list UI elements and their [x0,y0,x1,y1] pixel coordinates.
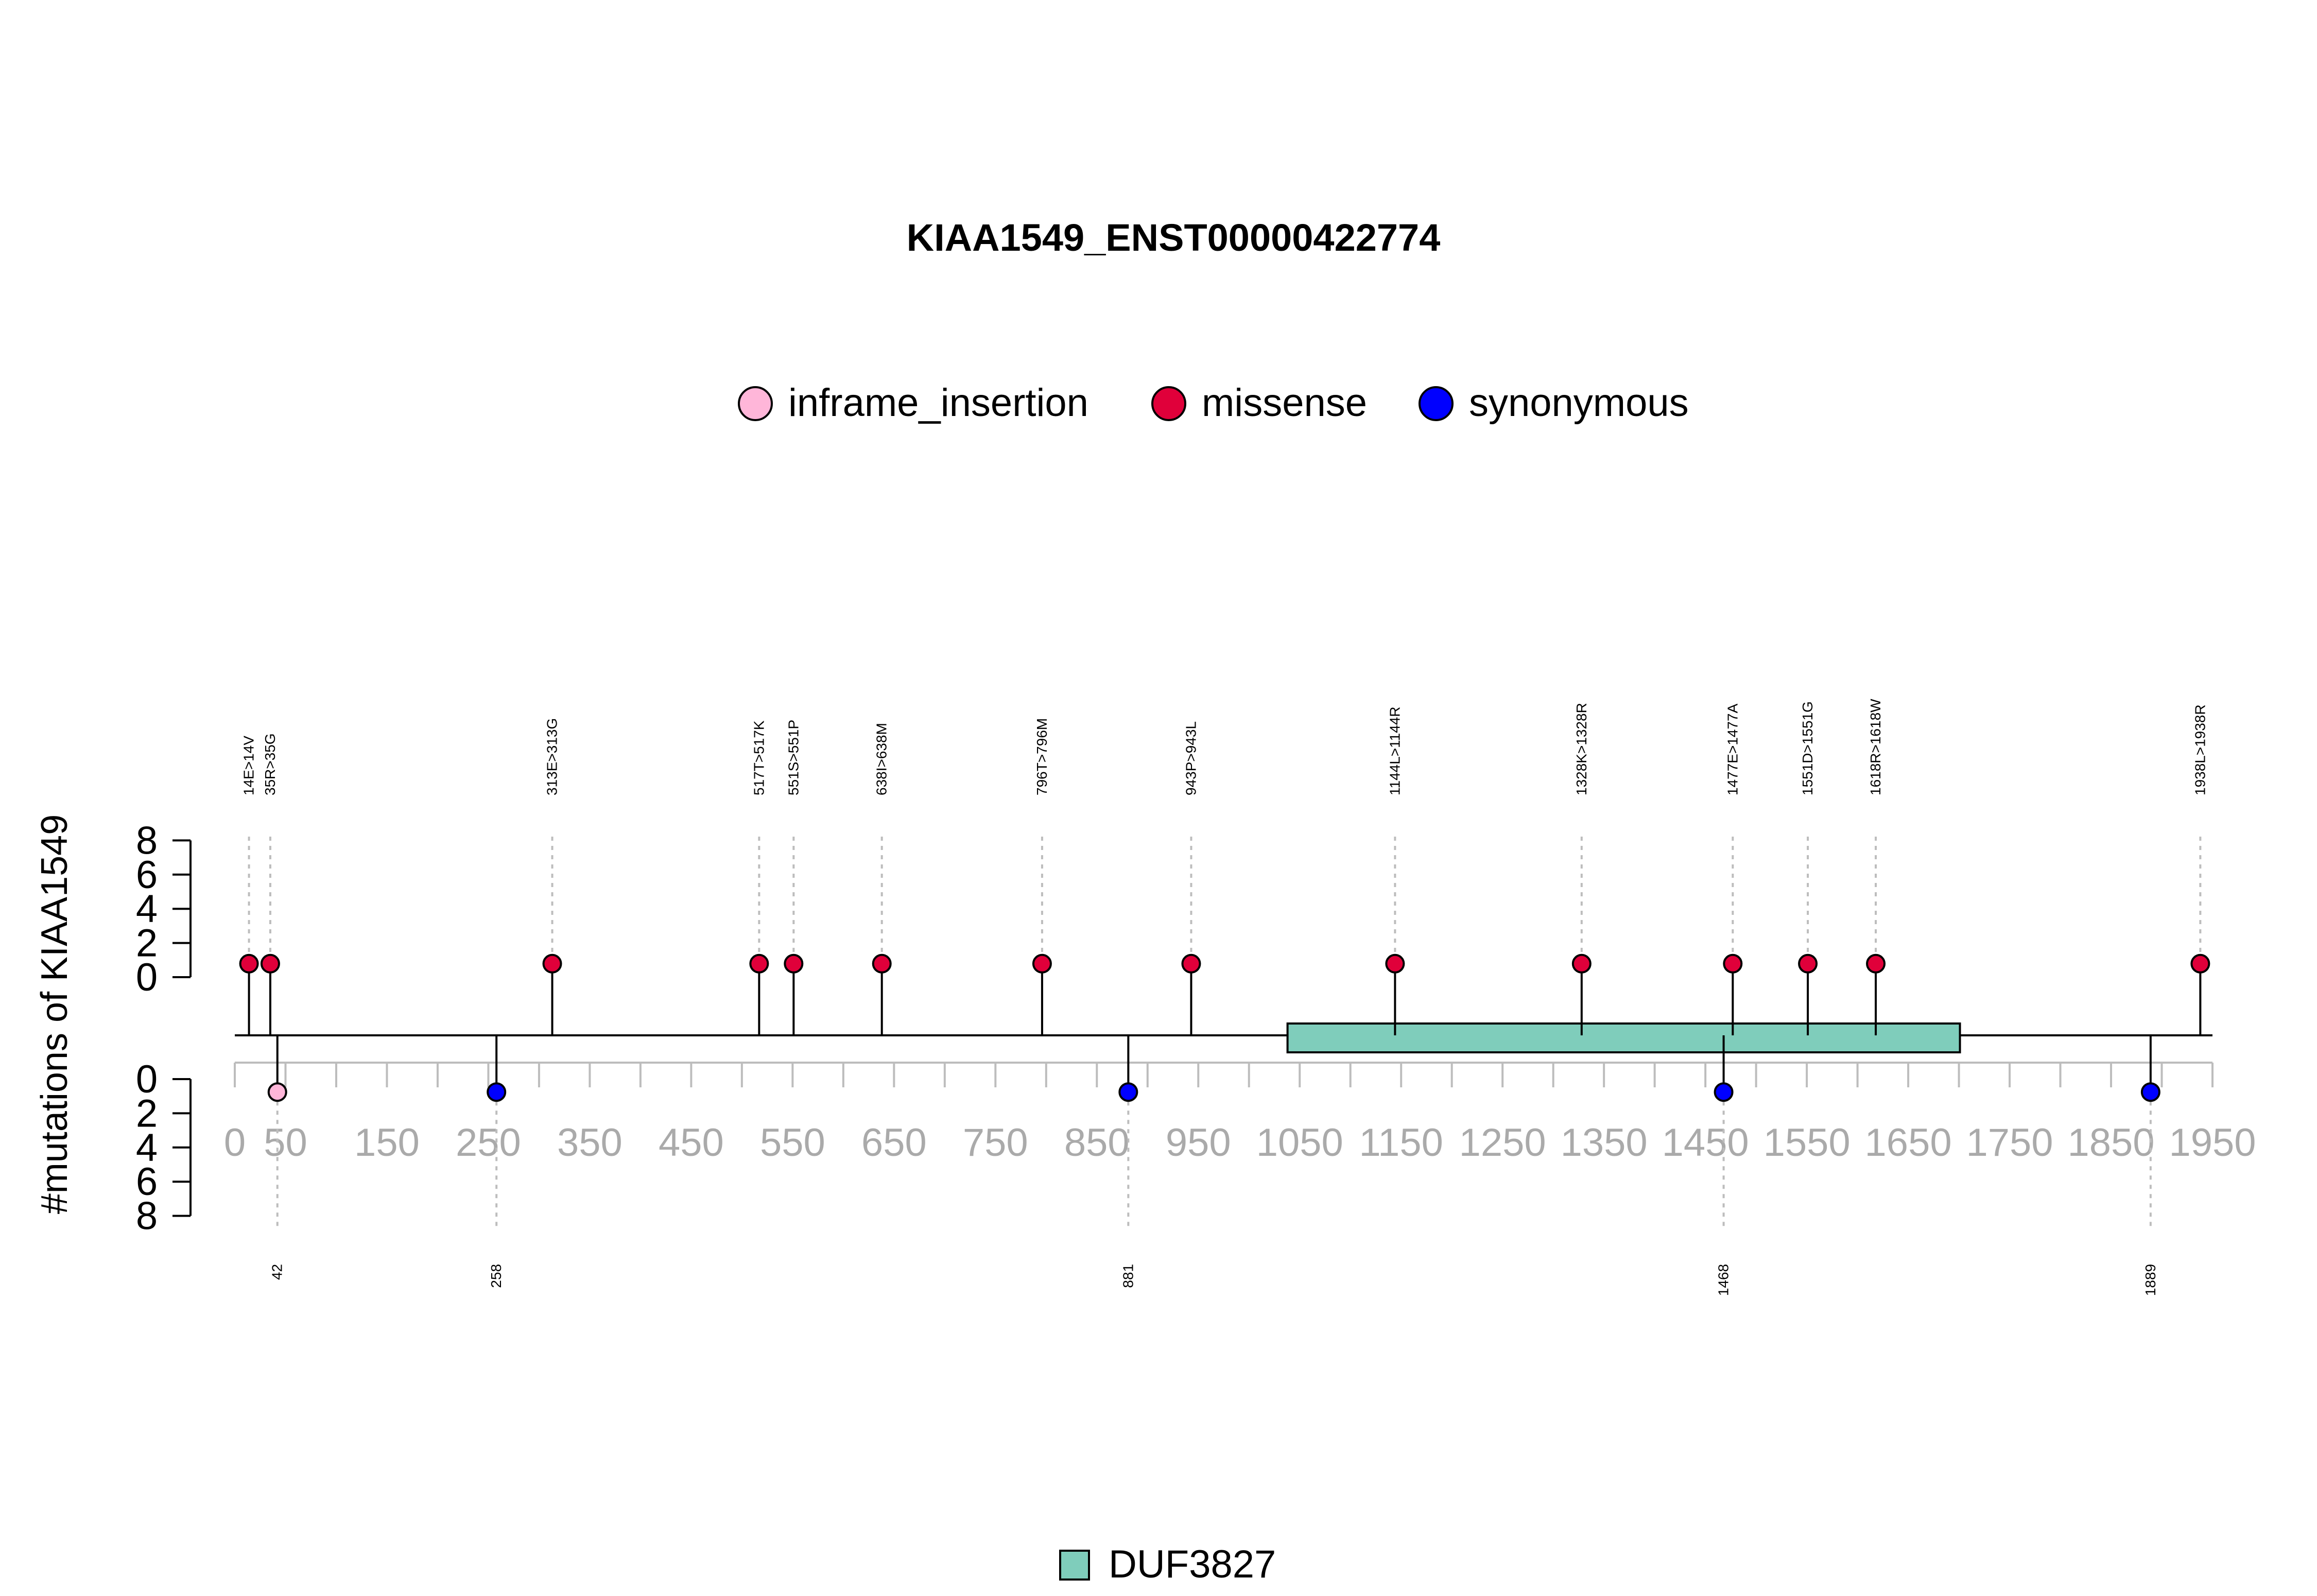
mutation-label: 1551D>1551G [1800,701,1815,795]
mutation-label: 42 [269,1264,285,1280]
mutation-label: 517T>517K [751,720,767,795]
x-tick-label: 1850 [2067,1121,2154,1165]
top-y-tick-label: 2 [136,922,158,965]
bottom-y-tick-label: 8 [136,1194,158,1238]
x-tick-label: 1450 [1662,1121,1749,1165]
top-y-tick-label: 0 [136,956,158,999]
mutation-label: 1468 [1716,1264,1732,1296]
mutation-point-missense [1798,953,1818,974]
domain-legend-label: DUF3827 [1109,1542,1276,1586]
bottom-y-tick-label: 2 [136,1091,158,1135]
mutation-label: 1889 [2142,1264,2158,1296]
x-tick-label: 1550 [1763,1121,1851,1165]
mutation-label: 943P>943L [1183,721,1199,795]
chart-title: KIAA1549_ENST00000422774 [907,216,1441,259]
mutation-point-missense [1571,953,1592,974]
legend-swatch-synonymous [1419,386,1454,421]
mutation-label: 1328K>1328R [1574,703,1589,795]
mutation-point-missense [1866,953,1886,974]
domain-DUF3827 [1286,1022,1961,1053]
mutation-label: 14E>14V [241,736,257,795]
mutation-label: 258 [488,1264,504,1288]
x-tick-label: 1250 [1459,1121,1546,1165]
mutation-label: 1938L>1938R [2192,704,2208,795]
y-axis-label: #mutations of KIAA1549 [34,814,75,1215]
mutation-point-missense [542,953,562,974]
bottom-y-tick-label: 4 [136,1126,158,1170]
mutation-point-missense [872,953,892,974]
x-tick-label: 1050 [1256,1121,1343,1165]
domain-legend-swatch [1059,1550,1090,1581]
mutation-label: 551S>551P [785,720,801,795]
mutation-point-synonymous [1714,1082,1734,1102]
x-tick-label: 0 [224,1121,246,1165]
x-tick-label: 850 [1064,1121,1130,1165]
mutation-label: 881 [1120,1264,1136,1288]
x-tick-label: 1350 [1561,1121,1648,1165]
mutation-point-missense [784,953,804,974]
mutation-point-missense [1385,953,1405,974]
x-tick-label: 550 [760,1121,825,1165]
x-tick-label: 1150 [1359,1121,1443,1165]
mutation-point-missense [1723,953,1743,974]
mutation-type-legend: inframe_insertion missense synonymous [738,381,1689,425]
x-tick-label: 1650 [1865,1121,1952,1165]
x-tick-label: 350 [557,1121,623,1165]
x-tick-label: 750 [963,1121,1028,1165]
top-y-tick-label: 4 [136,887,158,931]
mutation-label: 1477E>1477A [1724,703,1740,795]
mutation-point-missense [749,953,769,974]
bottom-y-tick-label: 6 [136,1160,158,1204]
bottom-y-tick-label: 0 [136,1057,158,1101]
top-y-tick-label: 6 [136,853,158,897]
x-tick-label: 1950 [2169,1121,2256,1165]
legend-swatch-missense [1151,386,1186,421]
mutation-label: 1144L>1144R [1387,706,1403,795]
legend-label-inframe_insertion: inframe_insertion [788,381,1088,425]
domain-legend: DUF3827 [1059,1542,1276,1586]
x-tick-label: 450 [659,1121,724,1165]
top-y-tick-label: 8 [136,819,158,862]
mutation-point-missense [2190,953,2210,974]
legend-swatch-inframe_insertion [738,386,773,421]
x-tick-label: 950 [1166,1121,1231,1165]
mutation-point-synonymous [487,1082,507,1102]
x-tick-label: 250 [456,1121,521,1165]
mutation-label: 313E>313G [544,718,560,795]
mutation-point-missense [260,953,280,974]
mutation-label: 1618R>1618W [1868,699,1883,795]
mutation-point-synonymous [2140,1082,2160,1102]
x-tick-label: 50 [264,1121,307,1165]
mutation-point-synonymous [1118,1082,1138,1102]
x-tick-label: 1750 [1966,1121,2053,1165]
mutation-label: 638I>638M [874,723,890,795]
mutation-point-inframe_insertion [267,1082,287,1102]
legend-label-synonymous: synonymous [1469,381,1689,425]
x-tick-label: 150 [354,1121,420,1165]
mutation-point-missense [239,953,259,974]
mutation-point-missense [1181,953,1201,974]
mutation-point-missense [1032,953,1052,974]
x-tick-label: 650 [861,1121,927,1165]
mutation-label: 35R>35G [262,733,278,795]
legend-label-missense: missense [1202,381,1367,425]
mutation-label: 796T>796M [1034,718,1050,795]
